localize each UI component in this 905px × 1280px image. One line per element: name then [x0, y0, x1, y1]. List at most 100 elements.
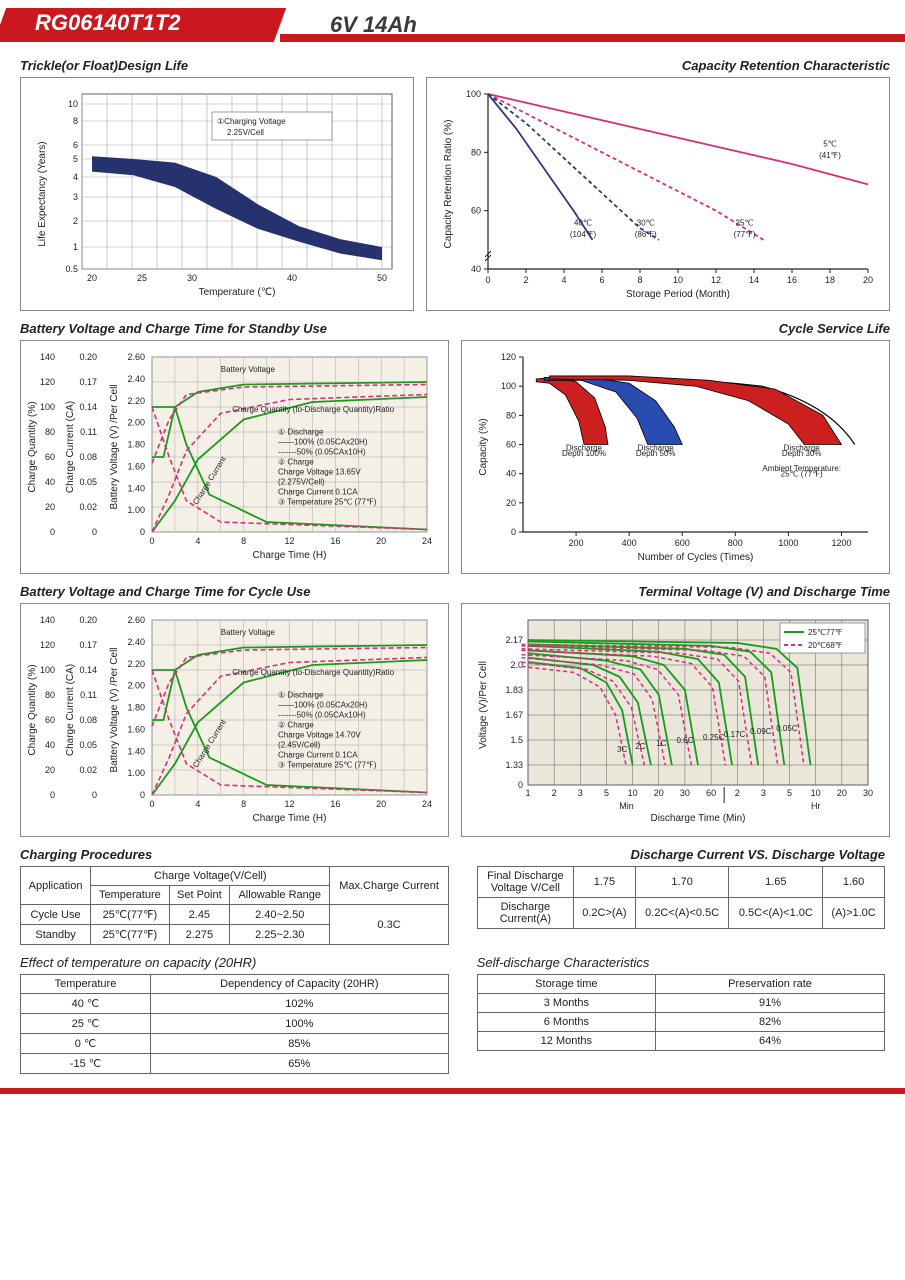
th: Preservation rate	[656, 975, 885, 994]
svg-text:Capacity (%): Capacity (%)	[478, 418, 489, 475]
chart3: 02040608010012014000.020.050.080.110.140…	[20, 340, 449, 574]
svg-text:1.40: 1.40	[127, 746, 145, 756]
chart1-title: Trickle(or Float)Design Life	[20, 58, 414, 73]
svg-text:0.11: 0.11	[80, 690, 97, 700]
svg-text:——100% (0.05CAx20H): ——100% (0.05CAx20H)	[278, 438, 368, 447]
table-temp-title: Effect of temperature on capacity (20HR)	[20, 955, 449, 970]
svg-text:Charge Quantity (to-Discharge: Charge Quantity (to-Discharge Quantity)R…	[232, 405, 394, 414]
svg-text:③ Temperature 25℃ (77℉): ③ Temperature 25℃ (77℉)	[278, 498, 377, 507]
svg-text:0: 0	[140, 790, 145, 800]
svg-text:30: 30	[863, 788, 873, 798]
footer-stripe	[0, 1088, 905, 1094]
svg-text:1: 1	[73, 242, 78, 252]
svg-text:0.20: 0.20	[79, 352, 97, 362]
table-charging-title: Charging Procedures	[20, 847, 449, 862]
svg-text:② Charge: ② Charge	[278, 458, 314, 467]
svg-text:20: 20	[376, 799, 386, 809]
svg-text:800: 800	[728, 538, 743, 548]
td: 12 Months	[477, 1032, 655, 1051]
svg-text:3: 3	[578, 788, 583, 798]
td: 0.2C<(A)<0.5C	[635, 898, 729, 929]
svg-text:120: 120	[40, 640, 55, 650]
svg-text:Voltage (V)/Per Cell: Voltage (V)/Per Cell	[478, 661, 489, 749]
chart2: 02468101214161820406080100Capacity Reten…	[426, 77, 890, 311]
td: Discharge Current(A)	[477, 898, 573, 929]
table-selfdis: Storage timePreservation rate3 Months91%…	[477, 974, 885, 1051]
model-number: RG06140T1T2	[35, 10, 181, 36]
svg-text:25℃77℉: 25℃77℉	[808, 628, 843, 637]
svg-text:0.05: 0.05	[79, 740, 97, 750]
svg-text:10: 10	[628, 788, 638, 798]
svg-text:24: 24	[422, 536, 432, 546]
svg-text:60: 60	[706, 788, 716, 798]
svg-text:2.40: 2.40	[127, 374, 145, 384]
svg-text:2.60: 2.60	[127, 352, 145, 362]
td: 2.275	[169, 925, 230, 945]
svg-text:0.02: 0.02	[79, 502, 97, 512]
svg-text:20℃68℉: 20℃68℉	[808, 641, 843, 650]
svg-text:10: 10	[68, 99, 78, 109]
svg-text:0.08: 0.08	[79, 452, 97, 462]
table-discharge-title: Discharge Current VS. Discharge Voltage	[477, 847, 885, 862]
svg-text:16: 16	[330, 799, 340, 809]
svg-text:16: 16	[787, 275, 797, 285]
svg-text:1.5: 1.5	[510, 735, 523, 745]
chart2-title: Capacity Retention Characteristic	[426, 58, 890, 73]
header: RG06140T1T2 6V 14Ah	[20, 8, 885, 48]
svg-text:5: 5	[73, 154, 78, 164]
svg-text:3: 3	[73, 192, 78, 202]
svg-text:Depth 50%: Depth 50%	[636, 449, 676, 458]
td: 65%	[150, 1054, 448, 1074]
svg-text:0: 0	[511, 527, 516, 537]
svg-text:2: 2	[73, 216, 78, 226]
svg-text:2.00: 2.00	[127, 681, 145, 691]
svg-text:Charge Current (CA): Charge Current (CA)	[65, 664, 76, 756]
svg-text:1200: 1200	[831, 538, 851, 548]
td: 0.3C	[330, 905, 448, 945]
svg-text:1.80: 1.80	[127, 703, 145, 713]
svg-text:100: 100	[501, 381, 516, 391]
svg-text:20: 20	[837, 788, 847, 798]
svg-text:① Discharge: ① Discharge	[278, 428, 324, 437]
svg-text:12: 12	[711, 275, 721, 285]
svg-text:Battery Voltage: Battery Voltage	[221, 365, 276, 374]
td: 64%	[656, 1032, 885, 1051]
svg-text:0: 0	[518, 780, 523, 790]
svg-text:0.17: 0.17	[79, 640, 97, 650]
svg-text:20: 20	[654, 788, 664, 798]
td: 1.65	[729, 867, 823, 898]
svg-text:120: 120	[40, 377, 55, 387]
svg-text:30: 30	[680, 788, 690, 798]
svg-text:18: 18	[825, 275, 835, 285]
svg-text:1.60: 1.60	[127, 724, 145, 734]
svg-text:8: 8	[73, 116, 78, 126]
svg-text:20: 20	[87, 273, 97, 283]
svg-text:Charge Time (H): Charge Time (H)	[253, 813, 327, 824]
svg-text:40℃: 40℃	[574, 218, 592, 227]
th: Application	[21, 867, 91, 905]
svg-text:Hr: Hr	[811, 801, 821, 811]
svg-text:2.17: 2.17	[505, 635, 523, 645]
svg-text:Depth 30%: Depth 30%	[782, 449, 822, 458]
svg-text:0.05C: 0.05C	[776, 724, 798, 733]
table-discharge: Final Discharge Voltage V/Cell1.751.701.…	[477, 866, 885, 929]
chart5-title: Battery Voltage and Charge Time for Cycl…	[20, 584, 449, 599]
chart4-title: Cycle Service Life	[461, 321, 890, 336]
svg-text:200: 200	[569, 538, 584, 548]
svg-text:40: 40	[506, 469, 516, 479]
svg-text:20: 20	[45, 502, 55, 512]
svg-text:40: 40	[471, 264, 481, 274]
svg-text:Charge Voltage 14.70V: Charge Voltage 14.70V	[278, 731, 361, 740]
svg-text:1C: 1C	[656, 739, 666, 748]
page: RG06140T1T2 6V 14Ah Trickle(or Float)Des…	[0, 0, 905, 1106]
td: 2.45	[169, 905, 230, 925]
svg-text:80: 80	[45, 690, 55, 700]
svg-text:5: 5	[787, 788, 792, 798]
svg-text:——100% (0.05CAx20H): ——100% (0.05CAx20H)	[278, 701, 368, 710]
svg-text:(41℉): (41℉)	[819, 151, 841, 160]
table-charging: Application Charge Voltage(V/Cell) Max.C…	[20, 866, 449, 945]
svg-text:(104℉): (104℉)	[570, 230, 597, 239]
svg-text:0.17: 0.17	[79, 377, 97, 387]
svg-text:50: 50	[377, 273, 387, 283]
svg-text:16: 16	[330, 536, 340, 546]
